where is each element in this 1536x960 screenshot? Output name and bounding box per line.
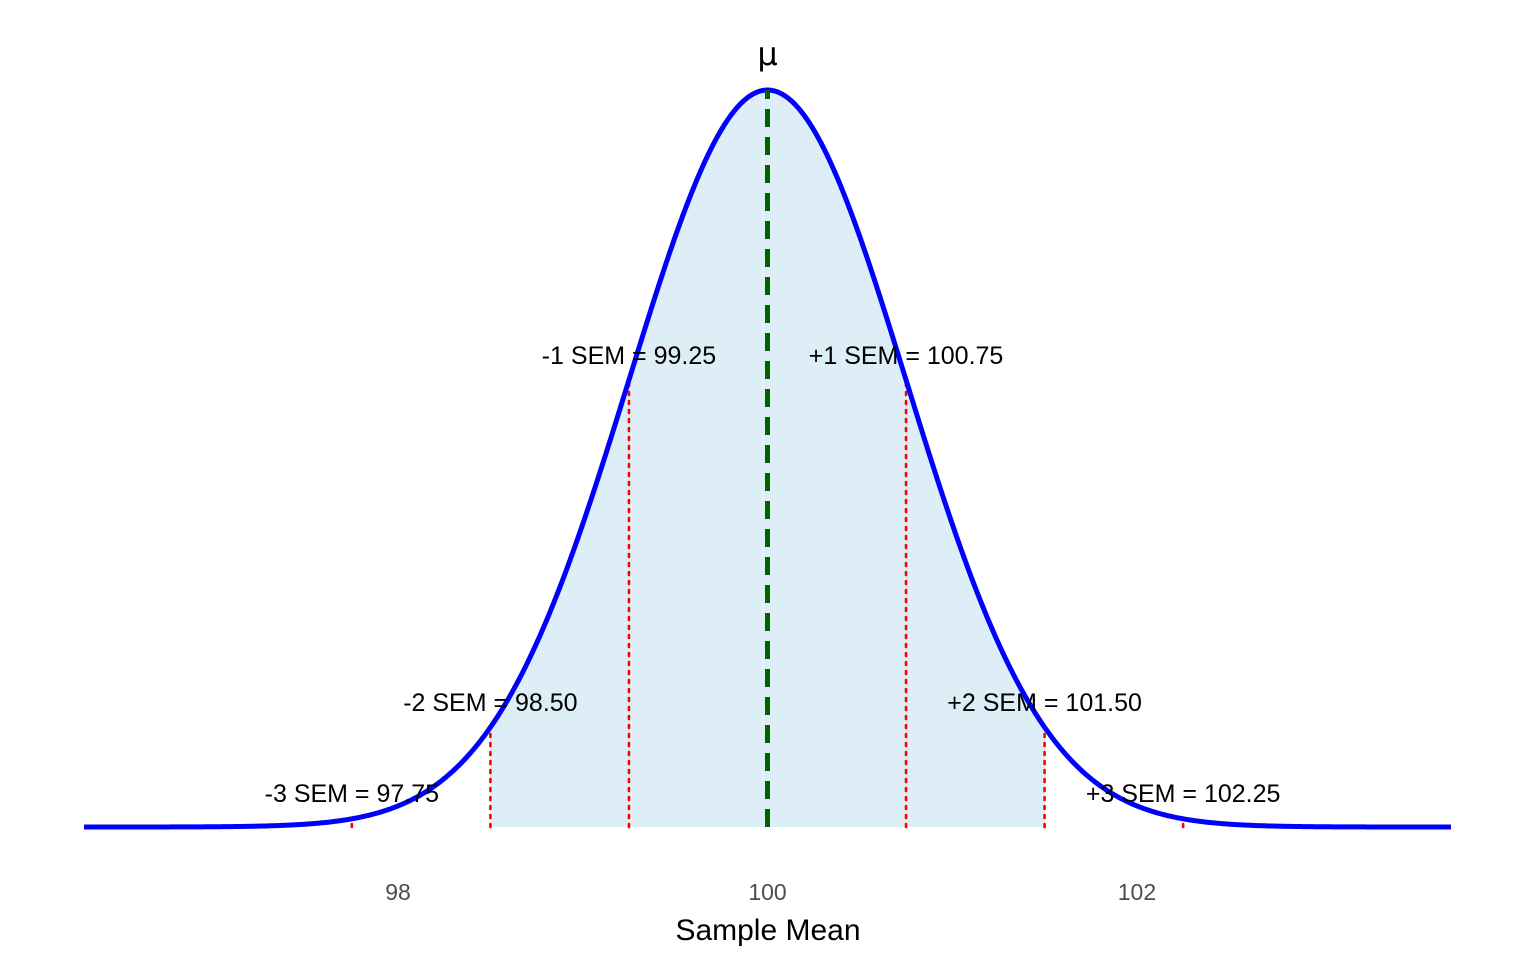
sem-line-layer [350,378,1185,829]
sem-label: +2 SEM = 101.50 [947,689,1142,717]
axis-layer: Sample Mean 98 100 102 [385,879,1156,947]
label-layer: μ -3 SEM = 97.75 -2 SEM = 98.50 -1 SEM = 99… [265,35,1281,808]
sem-label: -2 SEM = 98.50 [403,689,577,717]
x-tick-label: 102 [1118,879,1156,905]
x-tick-label: 100 [748,879,786,905]
sem-label: -3 SEM = 97.75 [265,780,439,808]
sem-label: -1 SEM = 99.25 [542,342,716,370]
x-axis-title: Sample Mean [675,914,860,947]
x-tick-label: 98 [385,879,411,905]
sem-label: +3 SEM = 102.25 [1086,780,1281,808]
mean-label: μ [757,35,777,73]
sem-label: +1 SEM = 100.75 [809,342,1004,370]
